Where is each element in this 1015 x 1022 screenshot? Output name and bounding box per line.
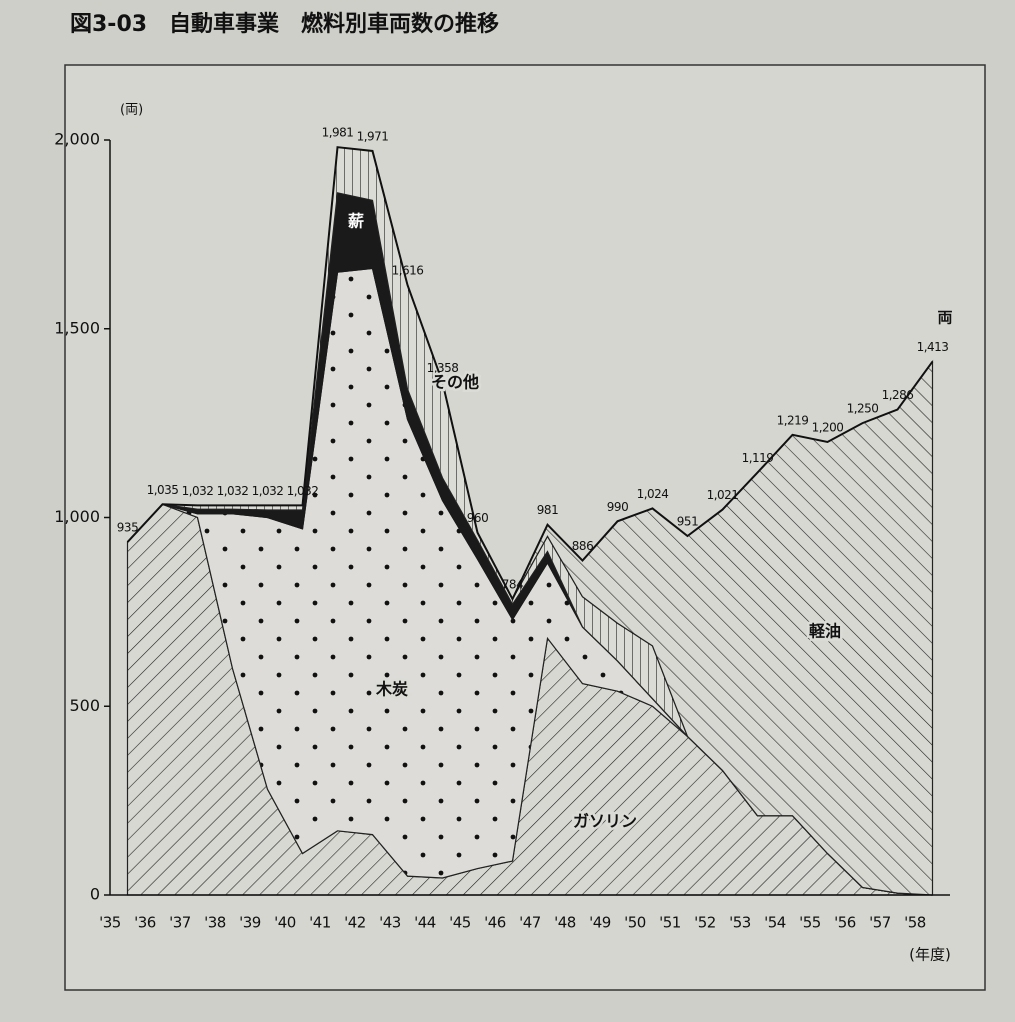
series-label: その他: [431, 373, 479, 392]
x-tick-label: '56: [834, 914, 856, 932]
x-tick-label: '39: [239, 914, 261, 932]
x-tick-label: '35: [99, 914, 121, 932]
series-label: ガソリン: [573, 812, 637, 831]
total-label: 960: [467, 511, 488, 525]
x-tick-label: '47: [519, 914, 541, 932]
y-tick-label: 0: [90, 885, 100, 904]
total-label: 1,024: [637, 487, 669, 501]
x-tick-label: '54: [764, 914, 786, 932]
total-label: 1,286: [882, 388, 914, 402]
total-label: 1,413: [917, 340, 949, 354]
chart-title: 図3-03 自動車事業 燃料別車両数の推移: [70, 11, 499, 37]
x-tick-label: '36: [134, 914, 156, 932]
total-line: [126, 146, 934, 602]
y-unit: (両): [120, 103, 143, 118]
x-tick-label: '45: [449, 914, 471, 932]
x-tick-label: '55: [799, 914, 821, 932]
total-label: 1,032: [287, 484, 319, 498]
x-tick-label: '46: [484, 914, 506, 932]
total-label: 1,119: [742, 451, 774, 465]
x-tick-label: '37: [169, 914, 191, 932]
total-label: 1,616: [392, 263, 424, 277]
x-tick-label: '43: [379, 914, 401, 932]
total-label: 1,032: [252, 484, 284, 498]
y-tick-label: 1,500: [54, 318, 100, 337]
total-label: 1,971: [357, 129, 389, 143]
total-label: 1,219: [777, 413, 809, 427]
total-label: 951: [677, 514, 698, 528]
y-tick-label: 2,000: [54, 130, 100, 149]
total-label: 1,035: [147, 483, 179, 497]
x-tick-label: '38: [204, 914, 226, 932]
x-tick-label: '41: [309, 914, 331, 932]
total-label: 1,032: [217, 484, 249, 498]
series-label: 薪: [348, 212, 364, 231]
total-label: 935: [117, 521, 138, 535]
total-label: 886: [572, 539, 593, 553]
total-label: 1,358: [427, 361, 459, 375]
x-tick-label: '53: [729, 914, 751, 932]
x-tick-label: '50: [624, 914, 646, 932]
x-unit: (年度): [909, 946, 951, 964]
series-label: 木炭: [375, 680, 408, 699]
x-tick-label: '57: [869, 914, 891, 932]
x-tick-label: '49: [589, 914, 611, 932]
total-label: 1,032: [182, 484, 214, 498]
x-tick-label: '58: [904, 914, 926, 932]
y-tick-label: 500: [69, 696, 100, 715]
total-label: 1,250: [847, 402, 879, 416]
total-label: 990: [607, 500, 628, 514]
x-tick-label: '42: [344, 914, 366, 932]
x-tick-label: '51: [659, 914, 681, 932]
end-unit: 両: [937, 309, 952, 327]
total-label: 981: [537, 503, 558, 517]
x-tick-label: '40: [274, 914, 296, 932]
total-label: 1,200: [812, 421, 844, 435]
total-label: 1,021: [707, 488, 739, 502]
x-tick-label: '48: [554, 914, 576, 932]
y-tick-label: 1,000: [54, 507, 100, 526]
series-label: 軽油: [809, 622, 841, 641]
x-tick-label: '52: [694, 914, 716, 932]
total-label: 1,981: [322, 126, 354, 140]
x-tick-label: '44: [414, 914, 436, 932]
total-label: 784: [502, 578, 523, 592]
